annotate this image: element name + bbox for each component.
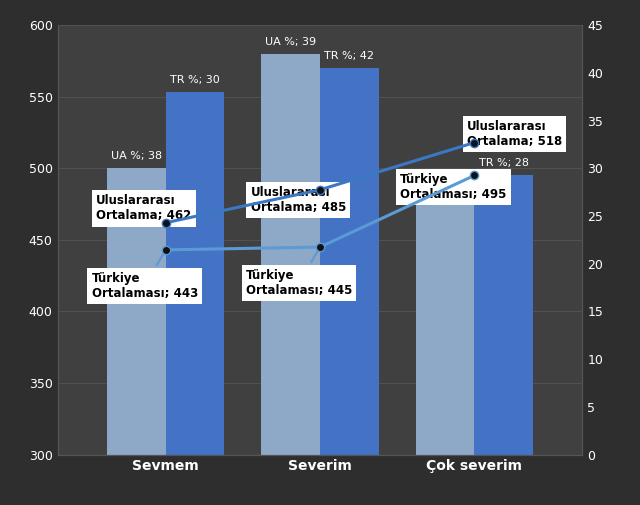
Text: Türkiye
Ortalaması; 495: Türkiye Ortalaması; 495 (400, 173, 507, 201)
Bar (166, 92, 224, 505)
Text: TR %; 30: TR %; 30 (170, 75, 220, 85)
Bar (320, 68, 379, 505)
Text: Uluslararası
Ortalama; 518: Uluslararası Ortalama; 518 (467, 120, 562, 148)
Text: Uluslararası
Ortalama; 462: Uluslararası Ortalama; 462 (96, 194, 191, 222)
Text: Türkiye
Ortalaması; 443: Türkiye Ortalaması; 443 (92, 252, 198, 299)
Bar (261, 54, 320, 505)
Text: UA %; 22: UA %; 22 (419, 176, 470, 185)
Text: TR %; 42: TR %; 42 (324, 51, 374, 61)
Text: UA %; 39: UA %; 39 (265, 37, 316, 46)
Bar (416, 192, 474, 505)
Text: Uluslararası
Ortalama; 485: Uluslararası Ortalama; 485 (250, 186, 346, 214)
Bar (107, 168, 166, 505)
Text: UA %; 38: UA %; 38 (111, 151, 162, 161)
Bar (474, 175, 533, 505)
Text: TR %; 28: TR %; 28 (479, 159, 529, 168)
Text: Türkiye
Ortalaması; 445: Türkiye Ortalaması; 445 (246, 249, 352, 297)
